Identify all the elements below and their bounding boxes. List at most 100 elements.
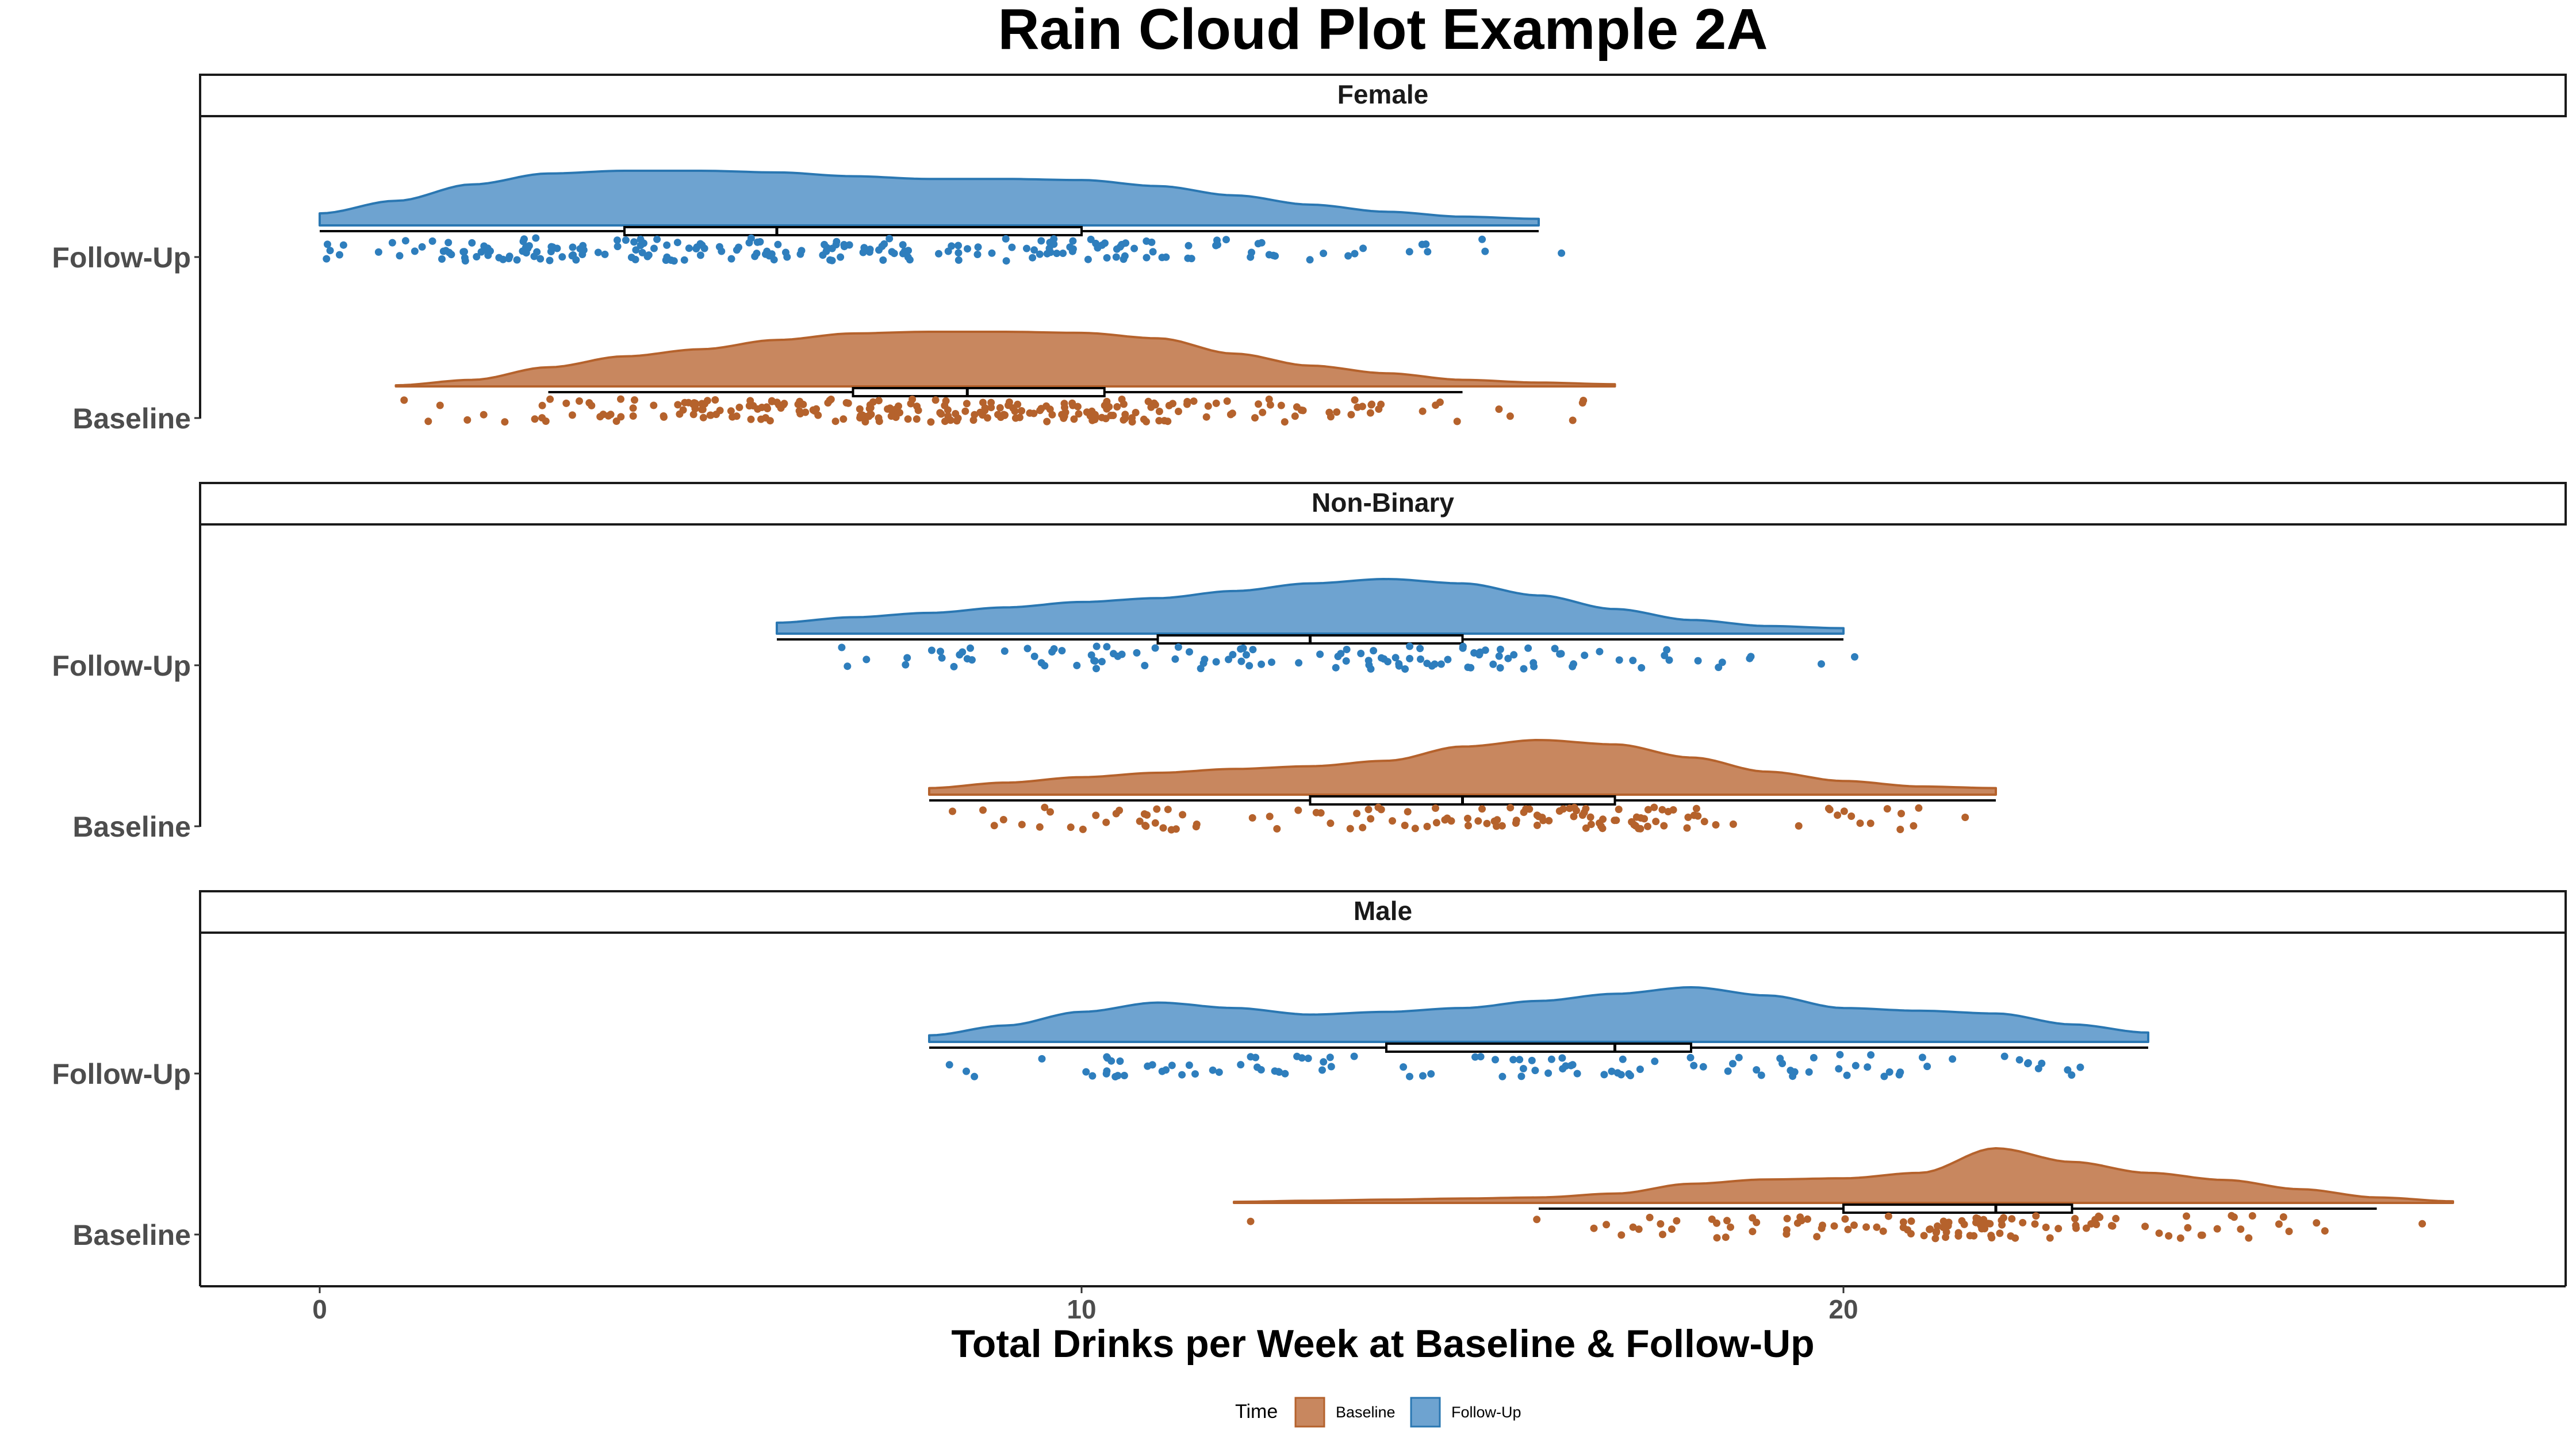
data-point (629, 412, 637, 420)
data-point (1835, 1065, 1843, 1073)
data-point (501, 418, 509, 426)
data-point (1148, 238, 1156, 246)
data-point (1120, 1072, 1128, 1079)
data-point (1558, 1054, 1566, 1062)
data-point (1483, 819, 1491, 827)
data-point (1247, 1217, 1255, 1225)
data-point (1866, 819, 1874, 827)
data-point (629, 404, 637, 412)
data-point (1092, 811, 1100, 819)
data-point (411, 247, 419, 255)
data-point (1098, 658, 1106, 666)
data-point (1836, 1051, 1844, 1059)
data-point (1544, 1069, 1552, 1077)
data-point (1318, 1066, 1326, 1074)
data-point (1615, 656, 1623, 664)
data-point (971, 1072, 979, 1080)
y-tick-label: Baseline (72, 811, 191, 843)
data-point (396, 252, 404, 260)
data-point (1295, 659, 1303, 667)
data-point (1237, 657, 1245, 665)
data-point (1945, 1218, 1953, 1226)
box-iqr (852, 387, 1106, 397)
data-point (782, 248, 789, 256)
data-point (1651, 1057, 1659, 1065)
data-point (594, 248, 602, 256)
data-point (809, 406, 817, 414)
data-point (1406, 1072, 1413, 1080)
data-point (2008, 1215, 2016, 1223)
data-point (1690, 1061, 1698, 1070)
data-point (1128, 414, 1136, 422)
facet-strip (199, 890, 2567, 934)
data-point (1251, 414, 1259, 422)
data-point (2087, 1220, 2095, 1228)
data-point (468, 239, 476, 247)
data-point (324, 240, 331, 248)
data-point (1613, 1069, 1621, 1077)
data-point (2042, 1224, 2050, 1231)
data-point (691, 399, 699, 407)
data-point (2082, 1224, 2090, 1232)
data-point (1002, 235, 1010, 243)
series-baseline: Baseline (72, 331, 1616, 435)
data-point (1249, 646, 1257, 654)
data-point (1496, 645, 1504, 653)
data-point (887, 412, 895, 420)
data-point (1465, 822, 1472, 830)
data-point (968, 656, 976, 664)
data-point (400, 396, 408, 404)
data-point (436, 401, 444, 409)
data-point (1114, 1072, 1122, 1080)
data-point (1972, 1218, 1980, 1226)
data-point (1018, 821, 1026, 829)
x-axis-label: Total Drinks per Week at Baseline & Foll… (951, 1322, 1814, 1366)
data-point (2000, 1052, 2008, 1060)
data-point (1493, 822, 1500, 830)
data-point (1243, 651, 1250, 659)
data-point (1531, 1067, 1539, 1075)
data-point (1068, 399, 1076, 407)
data-point (904, 253, 912, 261)
data-point (1840, 807, 1848, 815)
data-point (1498, 822, 1506, 830)
data-point (1073, 661, 1081, 669)
data-point (549, 243, 557, 251)
data-point (1103, 643, 1111, 651)
data-point (1907, 1217, 1915, 1225)
data-point (374, 248, 382, 256)
data-point (1896, 826, 1904, 833)
data-point (1101, 401, 1109, 409)
data-point (1668, 1225, 1676, 1233)
data-point (1069, 245, 1077, 253)
data-point (1617, 1231, 1626, 1239)
data-point (903, 654, 911, 662)
data-point (699, 413, 707, 421)
data-point (963, 1067, 970, 1075)
data-point (1615, 806, 1623, 814)
data-point (1897, 810, 1905, 818)
data-point (936, 409, 944, 417)
data-point (2024, 1060, 2031, 1068)
data-point (698, 241, 706, 249)
data-point (880, 240, 888, 248)
data-point (941, 417, 949, 425)
y-tick-label: Follow-Up (52, 241, 191, 274)
data-point (1368, 400, 1376, 408)
data-point (1813, 1233, 1821, 1241)
data-point (1998, 1217, 2006, 1224)
data-point (1304, 1055, 1312, 1063)
data-point (2038, 1059, 2046, 1067)
data-point (979, 398, 987, 407)
data-point (1694, 657, 1702, 665)
data-point (1147, 403, 1155, 411)
legend-label: Follow-Up (1451, 1404, 1521, 1421)
data-point (1155, 417, 1163, 425)
x-tick-label: 10 (1067, 1294, 1096, 1324)
data-point (1168, 1061, 1176, 1070)
data-point (670, 257, 678, 265)
data-point (1603, 1221, 1611, 1229)
data-point (663, 241, 671, 249)
data-point (1265, 395, 1273, 403)
data-point (1441, 816, 1449, 824)
